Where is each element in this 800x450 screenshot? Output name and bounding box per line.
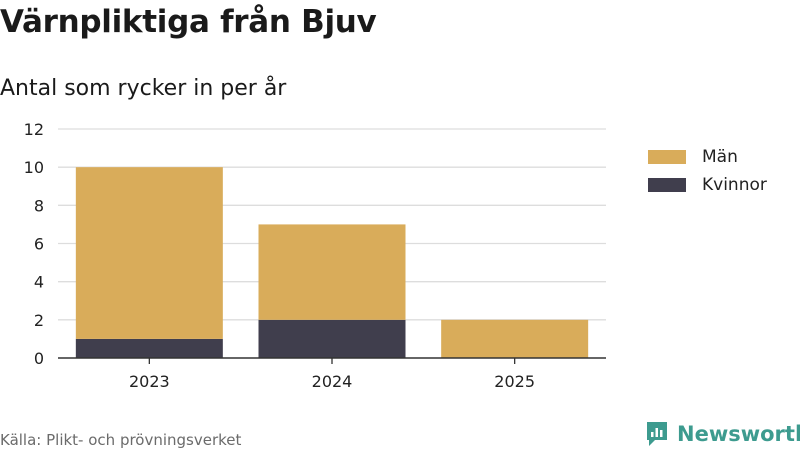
newsworthy-logo-icon [647,422,667,446]
y-tick-label: 12 [24,120,44,139]
bar-kvinnor-2024 [258,319,406,358]
bar-man-2025 [441,319,589,358]
chart-subtitle: Antal som rycker in per år [0,76,287,101]
brand-logo: Newsworthy [645,420,800,448]
axes: 0 2 4 6 8 10 12 2023 2024 2025 [24,120,606,391]
legend-swatch-man [648,150,686,164]
source-note: Källa: Plikt- och prövningsverket [0,431,242,449]
y-tick-label: 4 [34,273,44,292]
y-tick-label: 10 [24,158,44,177]
y-tick-label: 6 [34,235,44,254]
chart-title: Värnpliktiga från Bjuv [0,4,377,40]
y-tick-label: 0 [34,349,44,368]
legend-item-kvinnor: Kvinnor [648,174,767,196]
bars [75,167,589,358]
x-tick-label: 2025 [494,372,535,391]
y-tick-label: 2 [34,311,44,330]
bar-man-2024 [258,224,406,320]
bar-man-2023 [75,167,223,339]
x-tick-label: 2024 [312,372,353,391]
y-tick-label: 8 [34,196,44,215]
legend-item-man: Män [648,146,767,168]
bar-kvinnor-2023 [75,338,223,358]
legend-label-man: Män [702,147,738,167]
legend: Män Kvinnor [648,146,767,202]
x-tick-label: 2023 [129,372,170,391]
legend-label-kvinnor: Kvinnor [702,175,767,195]
legend-swatch-kvinnor [648,178,686,192]
brand-name: Newsworthy [677,422,800,446]
